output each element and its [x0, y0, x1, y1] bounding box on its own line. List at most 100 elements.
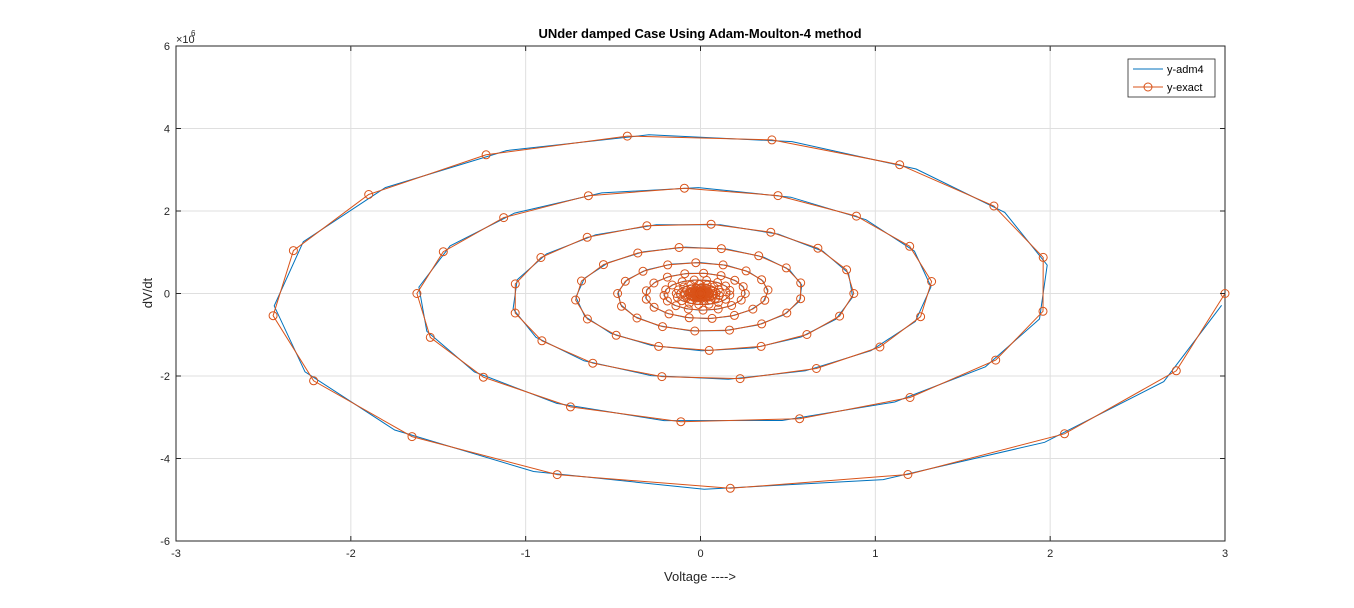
marker-point-y-exact: [766, 227, 776, 237]
marker-point-y-exact: [684, 313, 694, 323]
marker-point-y-exact: [588, 358, 598, 368]
marker-point-y-exact: [716, 271, 726, 281]
marker-point-y-exact: [709, 282, 719, 292]
marker-point-y-exact: [537, 336, 547, 346]
marker-point-y-exact: [649, 278, 659, 288]
marker-point-y-exact: [849, 289, 859, 298]
x-tick-label: -2: [346, 548, 356, 560]
marker-point-y-exact: [481, 150, 491, 160]
marker-point-y-exact: [718, 260, 728, 270]
y-tick-label: -6: [160, 536, 170, 548]
marker-point-y-exact: [991, 355, 1001, 365]
marker-point-y-exact: [680, 269, 690, 279]
marker-point-y-exact: [425, 332, 435, 342]
marker-point-y-exact: [754, 251, 764, 261]
marker-point-y-exact: [510, 279, 520, 289]
marker-point-y-exact: [1038, 252, 1048, 262]
marker-point-y-exact: [927, 277, 937, 286]
marker-point-y-exact: [782, 308, 792, 318]
marker-point-y-exact: [713, 304, 723, 314]
marker-point-y-exact: [633, 248, 643, 258]
marker-point-y-exact: [738, 282, 748, 292]
marker-point-y-exact: [813, 243, 823, 253]
marker-point-y-exact: [802, 330, 812, 339]
marker-point-y-exact: [620, 276, 630, 286]
marker-point-y-exact: [796, 294, 806, 304]
y-tick-label: 4: [164, 124, 170, 136]
marker-point-y-exact: [851, 211, 861, 221]
marker-point-y-exact: [664, 309, 674, 319]
marker-point-y-exact: [676, 417, 686, 427]
marker-point-y-exact: [654, 341, 664, 351]
marker-point-y-exact: [582, 314, 592, 324]
marker-point-y-exact: [735, 374, 745, 384]
marker-point-y-exact: [740, 289, 750, 298]
y-exponent-power: 6: [191, 29, 196, 38]
marker-point-y-exact: [773, 191, 783, 201]
marker-point-y-exact: [691, 258, 701, 268]
marker-point-y-exact: [748, 304, 758, 314]
marker-point-y-exact: [268, 311, 278, 321]
y-tick-label: -2: [160, 371, 170, 383]
y-exponent-base: ×10: [176, 34, 195, 46]
marker-point-y-exact: [725, 285, 735, 295]
marker-point-y-exact: [478, 372, 488, 382]
marker-point-y-exact: [641, 294, 651, 304]
marker-point-y-exact: [725, 325, 734, 335]
legend-label-y-adm4: y-adm4: [1167, 64, 1204, 76]
marker-point-y-exact: [663, 260, 673, 270]
marker-point-y-exact: [658, 322, 667, 332]
marker-point-y-exact: [1038, 306, 1048, 316]
marker-point-y-exact: [657, 372, 667, 382]
marker-point-y-exact: [796, 278, 806, 288]
x-tick-label: 0: [697, 548, 703, 560]
legend-label-y-exact: y-exact: [1167, 82, 1202, 94]
marker-point-y-exact: [706, 219, 716, 229]
y-axis-label: dV/dt: [140, 277, 155, 308]
markers-y-exact: [268, 131, 1230, 493]
x-tick-label: 3: [1222, 548, 1228, 560]
marker-point-y-exact: [835, 311, 845, 321]
tick-marks: [175, 45, 1226, 542]
marker-point-y-exact: [757, 319, 767, 329]
marker-point-y-exact: [903, 470, 913, 479]
marker-point-y-exact: [811, 364, 821, 373]
marker-point-y-exact: [499, 213, 509, 223]
x-axis-label: Voltage ---->: [664, 569, 736, 584]
y-tick-label: 2: [164, 206, 170, 218]
marker-point-y-exact: [683, 304, 693, 314]
marker-point-y-exact: [309, 376, 319, 386]
marker-point-y-exact: [583, 191, 593, 201]
marker-point-y-exact: [571, 295, 581, 305]
marker-point-y-exact: [613, 289, 623, 298]
marker-point-y-exact: [632, 313, 642, 323]
marker-point-y-exact: [611, 330, 621, 340]
marker-point-y-exact: [671, 301, 681, 311]
marker-point-y-exact: [617, 301, 626, 311]
marker-point-y-exact: [760, 295, 770, 305]
marker-point-y-exact: [407, 432, 417, 442]
marker-point-y-exact: [725, 483, 735, 493]
marker-point-y-exact: [677, 296, 687, 306]
marker-point-y-exact: [905, 393, 915, 402]
marker-point-y-exact: [622, 131, 632, 141]
marker-point-y-exact: [763, 285, 773, 295]
marker-point-y-exact: [989, 201, 999, 211]
marker-point-y-exact: [642, 221, 652, 231]
marker-point-y-exact: [552, 470, 562, 480]
marker-point-y-exact: [536, 253, 546, 262]
marker-point-y-exact: [577, 276, 586, 286]
marker-point-y-exact: [767, 135, 777, 145]
marker-point-y-exact: [288, 246, 298, 256]
marker-point-y-exact: [727, 301, 737, 310]
data-layer: [268, 131, 1230, 493]
marker-point-y-exact: [412, 289, 422, 298]
x-tick-label: 1: [872, 548, 878, 560]
marker-point-y-exact: [781, 263, 791, 273]
x-tick-label: -3: [171, 548, 181, 560]
marker-point-y-exact: [795, 414, 805, 424]
marker-point-y-exact: [875, 342, 885, 352]
x-tick-label: 2: [1047, 548, 1053, 560]
marker-point-y-exact: [1060, 429, 1069, 439]
marker-point-y-exact: [674, 243, 684, 252]
